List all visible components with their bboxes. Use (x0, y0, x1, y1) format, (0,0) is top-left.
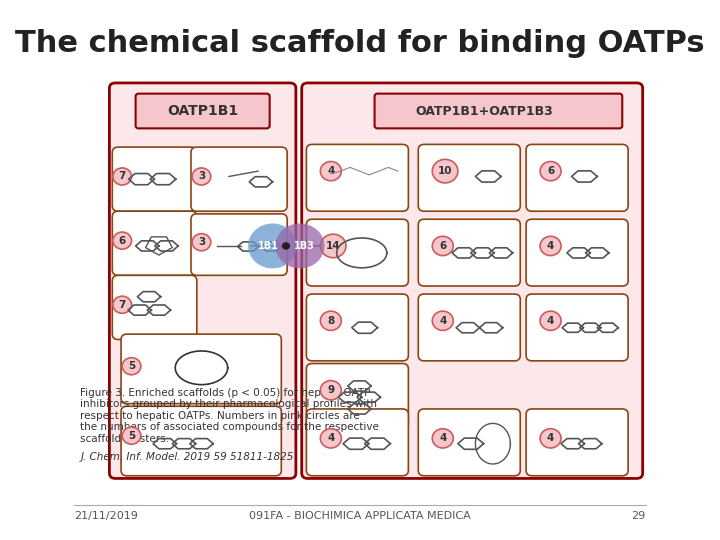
Circle shape (540, 161, 561, 181)
FancyBboxPatch shape (418, 409, 521, 476)
FancyBboxPatch shape (121, 334, 282, 403)
Circle shape (540, 237, 561, 255)
Text: 3: 3 (198, 172, 205, 181)
Text: 6: 6 (547, 166, 554, 176)
Text: Figure 3. Enriched scaffolds (p < 0.05) for hepatic OATP
inhibitors grouped by t: Figure 3. Enriched scaffolds (p < 0.05) … (80, 388, 379, 444)
FancyBboxPatch shape (526, 409, 628, 476)
Text: 10: 10 (438, 166, 452, 176)
FancyBboxPatch shape (109, 83, 296, 478)
Circle shape (432, 159, 458, 183)
FancyBboxPatch shape (307, 294, 408, 361)
Circle shape (432, 311, 454, 330)
Text: 14: 14 (326, 241, 341, 251)
FancyBboxPatch shape (307, 219, 408, 286)
Text: OATP1B1: OATP1B1 (167, 104, 238, 118)
FancyBboxPatch shape (112, 147, 197, 211)
Circle shape (320, 311, 341, 330)
FancyBboxPatch shape (307, 363, 408, 430)
Text: 7: 7 (119, 172, 126, 181)
Text: 5: 5 (128, 361, 135, 371)
Text: 6: 6 (439, 241, 446, 251)
Circle shape (320, 429, 341, 448)
FancyBboxPatch shape (135, 93, 270, 129)
Circle shape (320, 381, 341, 400)
Text: 4: 4 (547, 316, 554, 326)
FancyBboxPatch shape (374, 93, 622, 129)
Text: J. Chem. Inf. Model. 2019 59 51811-1825: J. Chem. Inf. Model. 2019 59 51811-1825 (80, 452, 294, 462)
Circle shape (320, 161, 341, 181)
Text: 4: 4 (547, 433, 554, 443)
FancyBboxPatch shape (112, 275, 197, 340)
Text: 091FA - BIOCHIMICA APPLICATA MEDICA: 091FA - BIOCHIMICA APPLICATA MEDICA (249, 511, 471, 521)
Circle shape (122, 427, 141, 444)
Circle shape (113, 296, 132, 313)
Text: 1B1: 1B1 (258, 241, 279, 251)
Text: 4: 4 (439, 433, 446, 443)
FancyBboxPatch shape (302, 83, 643, 478)
Text: OATP1B1+OATP1B3: OATP1B1+OATP1B3 (415, 105, 553, 118)
FancyBboxPatch shape (307, 144, 408, 211)
Text: 21/11/2019: 21/11/2019 (74, 511, 138, 521)
Circle shape (320, 234, 346, 258)
Text: 29: 29 (631, 511, 646, 521)
FancyBboxPatch shape (307, 409, 408, 476)
FancyBboxPatch shape (526, 219, 628, 286)
Circle shape (113, 232, 132, 249)
Circle shape (432, 237, 454, 255)
Text: 4: 4 (327, 166, 335, 176)
Text: 5: 5 (128, 431, 135, 441)
Text: 1B3: 1B3 (294, 241, 315, 251)
Text: 4: 4 (439, 316, 446, 326)
Circle shape (248, 224, 297, 268)
Text: 6: 6 (119, 235, 126, 246)
FancyBboxPatch shape (526, 294, 628, 361)
FancyBboxPatch shape (191, 214, 287, 275)
FancyBboxPatch shape (191, 147, 287, 211)
Text: 4: 4 (327, 433, 335, 443)
Circle shape (432, 429, 454, 448)
Text: 8: 8 (327, 316, 335, 326)
Text: 3: 3 (198, 237, 205, 247)
Circle shape (192, 234, 211, 251)
Text: 4: 4 (547, 241, 554, 251)
Text: 9: 9 (328, 385, 334, 395)
FancyBboxPatch shape (526, 144, 628, 211)
Circle shape (540, 311, 561, 330)
FancyBboxPatch shape (418, 144, 521, 211)
Circle shape (540, 429, 561, 448)
FancyBboxPatch shape (121, 406, 282, 476)
FancyBboxPatch shape (112, 211, 197, 275)
FancyBboxPatch shape (418, 219, 521, 286)
Circle shape (276, 224, 325, 268)
Text: The chemical scaffold for binding OATPs: The chemical scaffold for binding OATPs (15, 30, 705, 58)
FancyBboxPatch shape (418, 294, 521, 361)
Circle shape (192, 168, 211, 185)
Circle shape (113, 168, 132, 185)
Circle shape (122, 357, 141, 375)
Circle shape (282, 242, 290, 249)
Text: 7: 7 (119, 300, 126, 310)
